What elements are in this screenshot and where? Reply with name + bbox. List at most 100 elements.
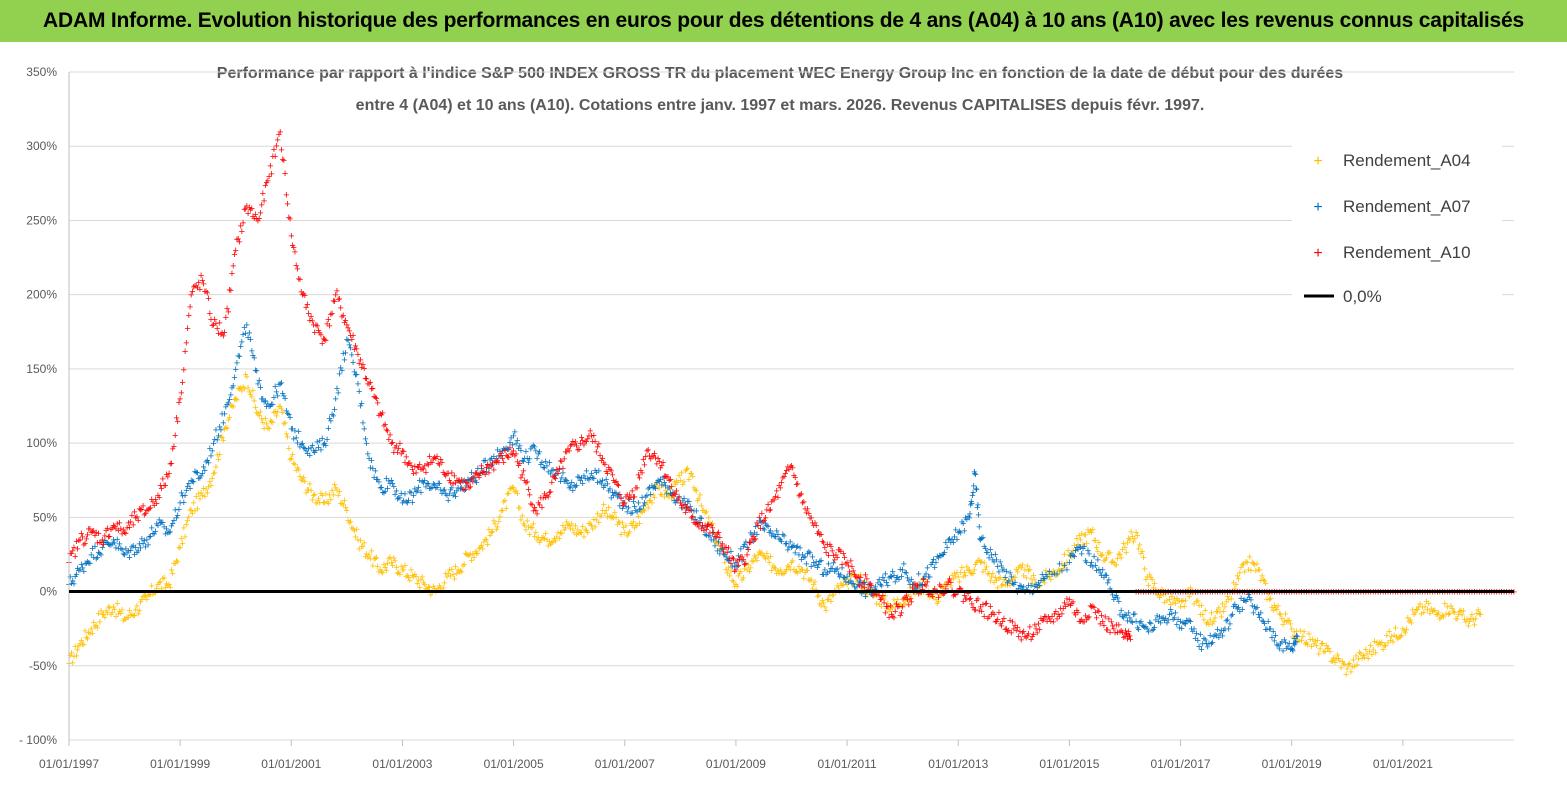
data-point: +: [717, 543, 723, 555]
data-point: +: [752, 534, 758, 546]
data-point: +: [1071, 551, 1077, 563]
data-point: +: [1179, 596, 1185, 608]
data-point: +: [923, 568, 929, 580]
data-point: +: [1206, 638, 1212, 650]
data-point: +: [270, 151, 276, 163]
data-point: +: [1474, 608, 1480, 620]
series-rendement-a04: ++++++++++++++++++++++++++++++++++++++++…: [66, 369, 1484, 681]
data-point: +: [97, 548, 103, 560]
data-point: +: [1471, 620, 1477, 632]
data-point: +: [934, 551, 940, 563]
data-point: +: [449, 483, 455, 495]
data-point: +: [811, 557, 817, 569]
data-point: +: [909, 582, 915, 594]
data-point: +: [1244, 594, 1250, 606]
data-point: +: [878, 601, 884, 613]
data-point: +: [691, 482, 697, 494]
data-point: +: [354, 343, 360, 355]
data-point: +: [346, 325, 352, 337]
data-point: +: [1098, 550, 1104, 562]
data-point: +: [287, 412, 293, 424]
data-point: +: [388, 438, 394, 450]
data-point: +: [1233, 601, 1239, 613]
data-point: +: [969, 568, 975, 580]
data-point: +: [461, 559, 467, 571]
data-point: +: [345, 335, 351, 347]
data-point: +: [718, 545, 724, 557]
data-point: +: [1140, 552, 1146, 564]
data-point: +: [1229, 609, 1235, 621]
data-point: +: [166, 527, 172, 539]
data-point: +: [194, 504, 200, 516]
data-point: +: [1294, 631, 1300, 643]
data-point: +: [1011, 579, 1017, 591]
data-point: +: [1172, 598, 1178, 610]
data-point: +: [305, 308, 311, 320]
data-point: +: [734, 561, 740, 573]
data-point: +: [999, 579, 1005, 591]
data-point: +: [938, 550, 944, 562]
data-point: +: [334, 383, 340, 395]
data-point: +: [392, 489, 398, 501]
data-point: +: [834, 563, 840, 575]
data-point: +: [315, 442, 321, 454]
data-point: +: [1074, 533, 1080, 545]
data-point: +: [961, 567, 967, 579]
data-point: +: [1396, 632, 1402, 644]
data-point: +: [131, 610, 137, 622]
data-point: +: [734, 581, 740, 593]
data-point: +: [631, 523, 637, 535]
data-point: +: [568, 477, 574, 489]
data-point: +: [444, 572, 450, 584]
data-point: +: [1340, 659, 1346, 671]
data-point: +: [704, 520, 710, 532]
data-point: +: [362, 434, 368, 446]
data-point: +: [484, 539, 490, 551]
data-point: +: [328, 494, 334, 506]
data-point: +: [977, 534, 983, 546]
data-point: +: [200, 462, 206, 474]
data-point: +: [394, 447, 400, 459]
data-point: +: [729, 575, 735, 587]
data-point: +: [444, 490, 450, 502]
data-point: +: [576, 444, 582, 456]
data-point: +: [1182, 619, 1188, 631]
data-point: +: [681, 477, 687, 489]
data-point: +: [111, 604, 117, 616]
data-point: +: [505, 444, 511, 456]
data-point: +: [244, 201, 250, 213]
data-point: +: [514, 435, 520, 447]
data-point: +: [362, 551, 368, 563]
data-point: +: [1149, 625, 1155, 637]
data-point: +: [357, 354, 363, 366]
data-point: +: [1014, 567, 1020, 579]
data-point: +: [714, 538, 720, 550]
data-point: +: [1164, 617, 1170, 629]
data-point: +: [1056, 565, 1062, 577]
data-point: +: [209, 473, 215, 485]
data-point: +: [587, 518, 593, 530]
data-point: +: [257, 207, 263, 219]
data-point: +: [92, 541, 98, 553]
data-point: +: [108, 540, 114, 552]
data-point: +: [451, 470, 457, 482]
data-point: +: [1249, 601, 1255, 613]
data-point: +: [694, 518, 700, 530]
data-point: +: [480, 467, 486, 479]
data-point: +: [383, 565, 389, 577]
data-point: +: [887, 604, 893, 616]
data-point: +: [540, 532, 546, 544]
data-point: +: [181, 365, 187, 377]
data-point: +: [676, 470, 682, 482]
data-point: +: [1272, 630, 1278, 642]
data-point: +: [811, 579, 817, 591]
data-point: +: [796, 549, 802, 561]
data-point: +: [741, 539, 747, 551]
data-point: +: [733, 579, 739, 591]
data-point: +: [757, 516, 763, 528]
data-point: +: [761, 552, 767, 564]
data-point: +: [339, 498, 345, 510]
data-point: +: [533, 505, 539, 517]
data-point: +: [615, 480, 621, 492]
data-point: +: [325, 314, 331, 326]
